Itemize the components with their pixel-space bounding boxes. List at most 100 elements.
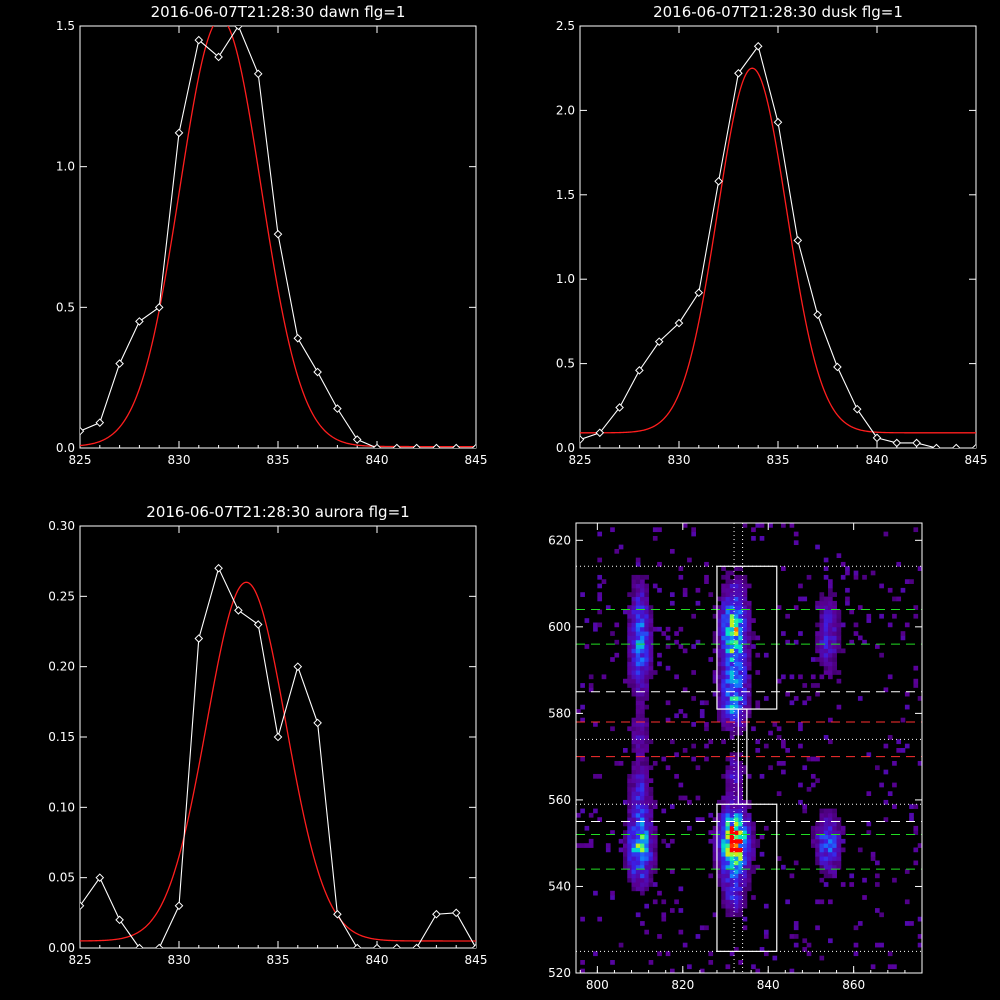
heatmap-cell (644, 661, 650, 667)
heatmap-cell (665, 626, 671, 632)
heatmap-cell (635, 873, 641, 879)
heatmap-cell (631, 678, 637, 684)
heatmap-cell (644, 804, 650, 809)
heatmap-cell (631, 609, 637, 615)
y-tick-label: 2.5 (556, 19, 575, 33)
heatmap-cell (627, 786, 632, 792)
heatmap-cell (580, 843, 585, 848)
heatmap-cell (640, 743, 645, 749)
heatmap-cell (725, 791, 731, 796)
heatmap-cell (751, 843, 756, 848)
heatmap-cell (635, 739, 641, 745)
heatmap-cell (866, 791, 872, 796)
heatmap-cell (635, 652, 641, 658)
heatmap-cell (875, 860, 880, 866)
heatmap-cell (815, 834, 820, 840)
heatmap-cell (648, 882, 654, 887)
heatmap-cell (746, 696, 752, 701)
heatmap-cell (648, 838, 654, 844)
heatmap-cell (755, 704, 761, 710)
heatmap-cell (836, 644, 842, 649)
image-plot-area (576, 523, 922, 973)
x-tick-label: 825 (569, 453, 592, 467)
heatmap-cell (597, 592, 603, 597)
heatmap-cell (798, 799, 803, 805)
heatmap-cell (836, 678, 842, 684)
heatmap-cell (631, 626, 637, 632)
data-point (773, 117, 783, 127)
heatmap-cell (742, 834, 748, 840)
heatmap-cell (734, 566, 739, 571)
heatmap-cell (640, 830, 645, 835)
heatmap-cell (729, 895, 735, 900)
heatmap-cell (648, 825, 654, 831)
heatmap-cell (640, 769, 645, 775)
heatmap-cell (734, 687, 739, 693)
heatmap-cell (635, 838, 641, 844)
heatmap-cell (635, 626, 641, 632)
heatmap-cell (627, 860, 632, 866)
heatmap-cell (627, 678, 632, 684)
heatmap-cell (802, 765, 808, 771)
x-tick-label: 840 (757, 978, 780, 992)
heatmap-cell (635, 722, 641, 727)
heatmap-cell (597, 773, 603, 779)
heatmap-cell (734, 778, 739, 784)
heatmap-cell (665, 717, 671, 723)
heatmap-cell (734, 817, 739, 822)
data-point (932, 443, 941, 448)
heatmap-cell (734, 648, 739, 654)
heatmap-cell (870, 856, 876, 861)
heatmap-cell (627, 639, 632, 645)
heatmap-cell (763, 903, 769, 909)
heatmap-cell (729, 609, 735, 615)
heatmap-cell (631, 670, 637, 675)
heatmap-cell (729, 791, 735, 796)
heatmap-cell (828, 830, 833, 835)
heatmap-cell (755, 748, 761, 753)
heatmap-cell (652, 847, 658, 853)
data-point (313, 367, 322, 377)
heatmap-cell (597, 574, 603, 580)
heatmap-cell (716, 622, 722, 628)
data-point (451, 443, 461, 448)
heatmap-cell (725, 817, 731, 822)
heatmap-cell (742, 869, 748, 874)
heatmap-cell (738, 687, 743, 693)
heatmap-cell (631, 574, 637, 580)
heatmap-cell (640, 834, 645, 840)
heatmap-cell (721, 644, 726, 649)
heatmap-cell (640, 808, 645, 814)
heatmap-cell (725, 639, 731, 645)
heatmap-cell (738, 873, 743, 879)
heatmap-cell (746, 657, 752, 662)
heatmap-cell (742, 709, 748, 714)
heatmap-cell (879, 613, 884, 619)
heatmap-cell (917, 696, 922, 701)
heatmap-cell (635, 730, 641, 736)
heatmap-cell (635, 665, 641, 671)
heatmap-cell (729, 691, 735, 697)
heatmap-cell (729, 782, 735, 788)
heatmap-cell (892, 964, 897, 970)
heatmap-cell (836, 648, 842, 654)
heatmap-cell (593, 626, 598, 632)
data-point (352, 943, 362, 948)
heatmap-cell (695, 587, 701, 593)
heatmap-cell (631, 631, 637, 636)
heatmap-cell (849, 873, 855, 879)
heatmap-cell (802, 804, 808, 809)
heatmap-cell (742, 899, 748, 905)
heatmap-cell (862, 639, 867, 645)
heatmap-cell (832, 665, 837, 671)
heatmap-cell (729, 665, 735, 671)
heatmap-cell (657, 527, 662, 533)
heatmap-cell (640, 626, 645, 632)
heatmap-cell (725, 843, 731, 848)
heatmap-cell (785, 691, 790, 697)
heatmap-cell (819, 817, 825, 822)
heatmap-cell (734, 618, 739, 623)
heatmap-cell (721, 808, 726, 814)
heatmap-cell (657, 587, 662, 593)
heatmap-cell (640, 722, 645, 727)
